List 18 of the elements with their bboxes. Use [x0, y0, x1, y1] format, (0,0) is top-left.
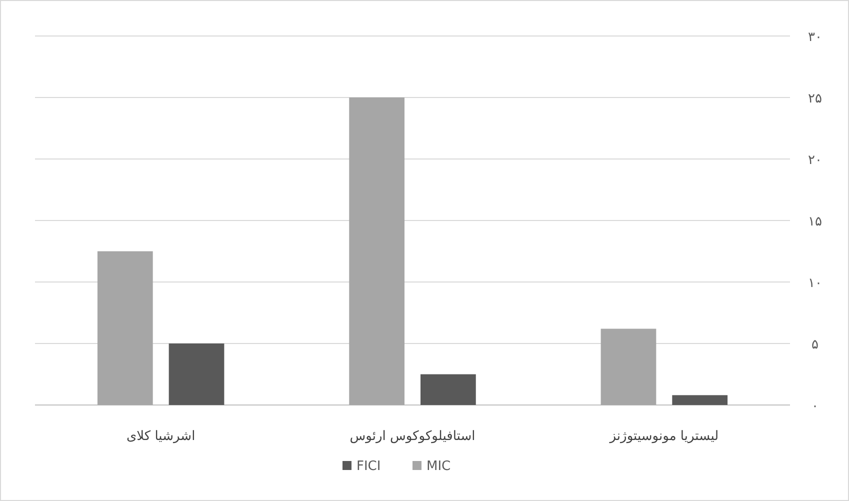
- legend-label: FICI: [356, 459, 381, 474]
- legend-label: MIC: [426, 459, 451, 474]
- x-tick-label: استافیلوکوکوس ارئوس: [350, 429, 476, 444]
- y-tick-label: ۰: [812, 399, 818, 414]
- bar: [420, 374, 476, 405]
- y-tick-label: ۱۰: [808, 276, 822, 291]
- bar: [349, 98, 404, 405]
- bar: [168, 344, 224, 405]
- y-tick-label: ۱۵: [808, 214, 822, 230]
- x-tick-label: اشرشیا کلای: [126, 429, 196, 444]
- y-tick-label: ۲۵: [808, 92, 822, 106]
- y-tick-label: ۳۰: [808, 30, 822, 45]
- x-tick-label: لیستریا مونوسیتوژنز: [608, 429, 719, 444]
- y-tick-label: ۵: [812, 338, 819, 352]
- bar: [97, 251, 153, 405]
- bar: [672, 395, 728, 405]
- bar: [600, 328, 656, 405]
- y-tick-label: ۲۰: [808, 153, 822, 168]
